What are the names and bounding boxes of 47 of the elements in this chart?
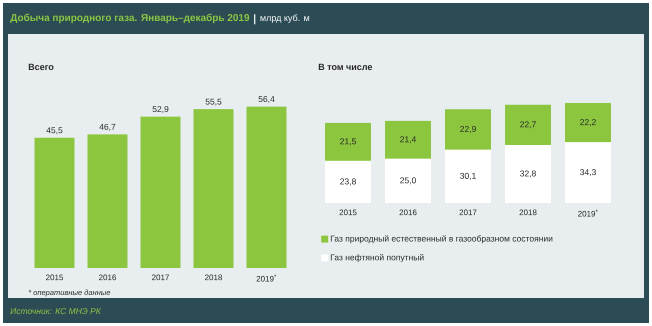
bar — [445, 150, 492, 203]
bar — [445, 109, 492, 150]
data-label: 22,2 — [580, 119, 596, 126]
x-tick-label: 2019$^{*}$ — [578, 210, 598, 217]
bar — [385, 120, 432, 159]
data-label: 55,5 — [206, 98, 222, 106]
chart-title: Всего — [28, 64, 54, 70]
text: Источник: КС МНЭ РК — [10, 308, 102, 314]
bar — [505, 104, 552, 145]
bar — [325, 122, 372, 161]
data-label: 56,4 — [258, 96, 275, 104]
data-label: 23,8 — [340, 178, 356, 186]
data-label: 22,7 — [520, 121, 536, 128]
bar — [385, 158, 432, 203]
chart-title: В том числе — [318, 64, 372, 70]
bar — [565, 142, 612, 203]
text: млрд куб. м — [260, 14, 310, 23]
data-label: 45,5 — [46, 127, 62, 134]
x-tick-label: 2016 — [99, 274, 116, 280]
data-label: 34,3 — [580, 169, 596, 176]
legend-label: Газ нефтяной попутный — [330, 254, 424, 262]
bar — [194, 109, 234, 268]
bar — [34, 138, 74, 268]
x-tick-label: 2016 — [400, 210, 417, 216]
x-tick-label: 2017 — [152, 274, 169, 280]
bar — [246, 106, 287, 268]
data-label: 21,5 — [340, 138, 356, 146]
bar — [565, 103, 612, 142]
data-label: 21,4 — [400, 136, 416, 144]
data-label: 30,1 — [460, 172, 476, 180]
data-label: 32,8 — [520, 170, 536, 178]
x-tick-label: 2018 — [520, 210, 537, 216]
bar — [505, 144, 552, 203]
x-tick-label: 2015 — [46, 274, 64, 280]
x-tick-label: 2019$^{*}$ — [256, 274, 276, 282]
text: Добыча природного газа. Январь–декабрь 2019 — [10, 14, 250, 24]
data-label: 25,0 — [400, 177, 416, 184]
bar — [325, 160, 372, 203]
data-label: 22,9 — [460, 126, 476, 133]
bar — [88, 134, 128, 268]
x-tick-label: 2015 — [340, 210, 357, 216]
legend-label: Газ природный естественный в газообразном состоянии — [330, 235, 552, 244]
data-label: 52,9 — [152, 106, 168, 114]
bar — [140, 116, 181, 268]
x-tick-label: 2018 — [205, 274, 222, 280]
data-label: 46,7 — [99, 124, 116, 131]
x-tick-label: 2017 — [460, 210, 476, 216]
